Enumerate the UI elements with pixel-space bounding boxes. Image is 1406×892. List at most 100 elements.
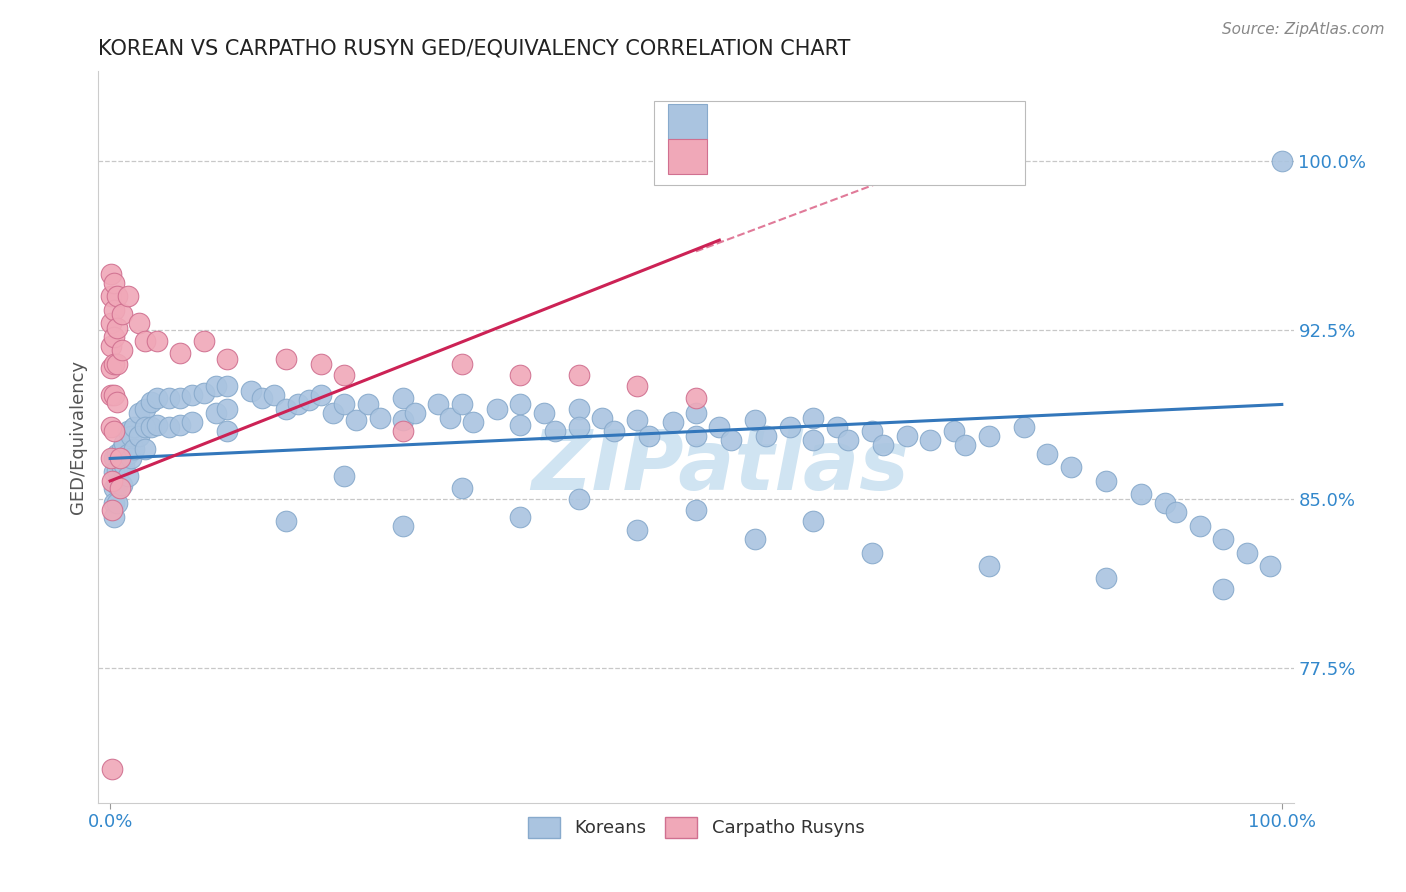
Point: [626, 379, 648, 393]
Point: [111, 460, 134, 475]
Point: [463, 416, 485, 430]
Point: [141, 395, 163, 409]
Point: [1258, 559, 1281, 574]
Point: [105, 395, 128, 409]
Point: [1036, 447, 1059, 461]
Point: [860, 546, 883, 560]
Point: [134, 401, 156, 416]
Point: [450, 481, 472, 495]
Point: [263, 388, 285, 402]
Text: KOREAN VS CARPATHO RUSYN GED/EQUIVALENCY CORRELATION CHART: KOREAN VS CARPATHO RUSYN GED/EQUIVALENCY…: [98, 38, 851, 59]
Point: [181, 388, 204, 402]
Point: [744, 533, 766, 547]
Point: [105, 463, 128, 477]
Point: [450, 357, 472, 371]
Point: [134, 420, 156, 434]
Point: [509, 397, 531, 411]
Point: [779, 420, 801, 434]
Point: [274, 352, 297, 367]
Point: [309, 357, 332, 371]
Point: [193, 334, 215, 349]
Point: [105, 478, 128, 492]
Point: [450, 397, 472, 411]
Point: [333, 368, 356, 383]
Point: [117, 289, 139, 303]
Point: [111, 442, 134, 457]
Point: [100, 289, 122, 303]
Point: [685, 407, 707, 421]
Point: [568, 420, 591, 434]
Text: R = 0.257   N =  42: R = 0.257 N = 42: [725, 146, 917, 166]
Point: [193, 386, 215, 401]
FancyBboxPatch shape: [654, 101, 1025, 185]
Point: [108, 451, 131, 466]
Point: [239, 384, 262, 398]
Point: [1236, 546, 1258, 560]
Point: [720, 434, 742, 448]
Point: [101, 503, 124, 517]
Point: [287, 397, 309, 411]
Point: [977, 429, 1000, 443]
Point: [568, 368, 591, 383]
Point: [942, 425, 965, 439]
Point: [120, 429, 142, 443]
Text: R = 0.120   N = 115: R = 0.120 N = 115: [725, 112, 924, 130]
Point: [169, 345, 191, 359]
Point: [105, 357, 128, 371]
Point: [439, 411, 461, 425]
Point: [274, 515, 297, 529]
Point: [837, 434, 859, 448]
Point: [105, 321, 128, 335]
Point: [217, 425, 239, 439]
Point: [955, 438, 977, 452]
Point: [603, 425, 626, 439]
Point: [117, 447, 139, 461]
Point: [896, 429, 918, 443]
Point: [825, 420, 848, 434]
Point: [1212, 533, 1234, 547]
Point: [103, 388, 125, 402]
Point: [111, 307, 134, 321]
Point: [1095, 571, 1118, 585]
Point: [709, 420, 731, 434]
Point: [368, 411, 391, 425]
Point: [274, 401, 297, 416]
Point: [103, 330, 125, 344]
Point: [404, 407, 426, 421]
Point: [685, 503, 707, 517]
Point: [509, 510, 531, 524]
Point: [100, 388, 122, 402]
Point: [685, 429, 707, 443]
Point: [146, 417, 169, 432]
Point: [392, 413, 415, 427]
Point: [1212, 582, 1234, 596]
Point: [333, 397, 356, 411]
Point: [111, 343, 134, 358]
Point: [661, 416, 683, 430]
Point: [920, 434, 942, 448]
Point: [801, 434, 824, 448]
Point: [111, 478, 134, 492]
Legend: Koreans, Carpatho Rusyns: Koreans, Carpatho Rusyns: [520, 810, 872, 845]
Point: [591, 411, 613, 425]
Point: [169, 417, 191, 432]
Point: [101, 474, 124, 488]
Point: [427, 397, 450, 411]
Point: [128, 429, 150, 443]
Point: [1166, 506, 1188, 520]
Point: [392, 391, 415, 405]
Point: [977, 559, 1000, 574]
Point: [112, 435, 135, 450]
Point: [1130, 487, 1153, 501]
FancyBboxPatch shape: [668, 138, 707, 174]
FancyBboxPatch shape: [668, 103, 707, 138]
Point: [217, 401, 239, 416]
Point: [120, 451, 142, 466]
Point: [117, 469, 139, 483]
Point: [122, 442, 145, 457]
Point: [103, 302, 125, 317]
Point: [146, 334, 169, 349]
Point: [544, 425, 567, 439]
Point: [755, 429, 778, 443]
Point: [217, 352, 239, 367]
